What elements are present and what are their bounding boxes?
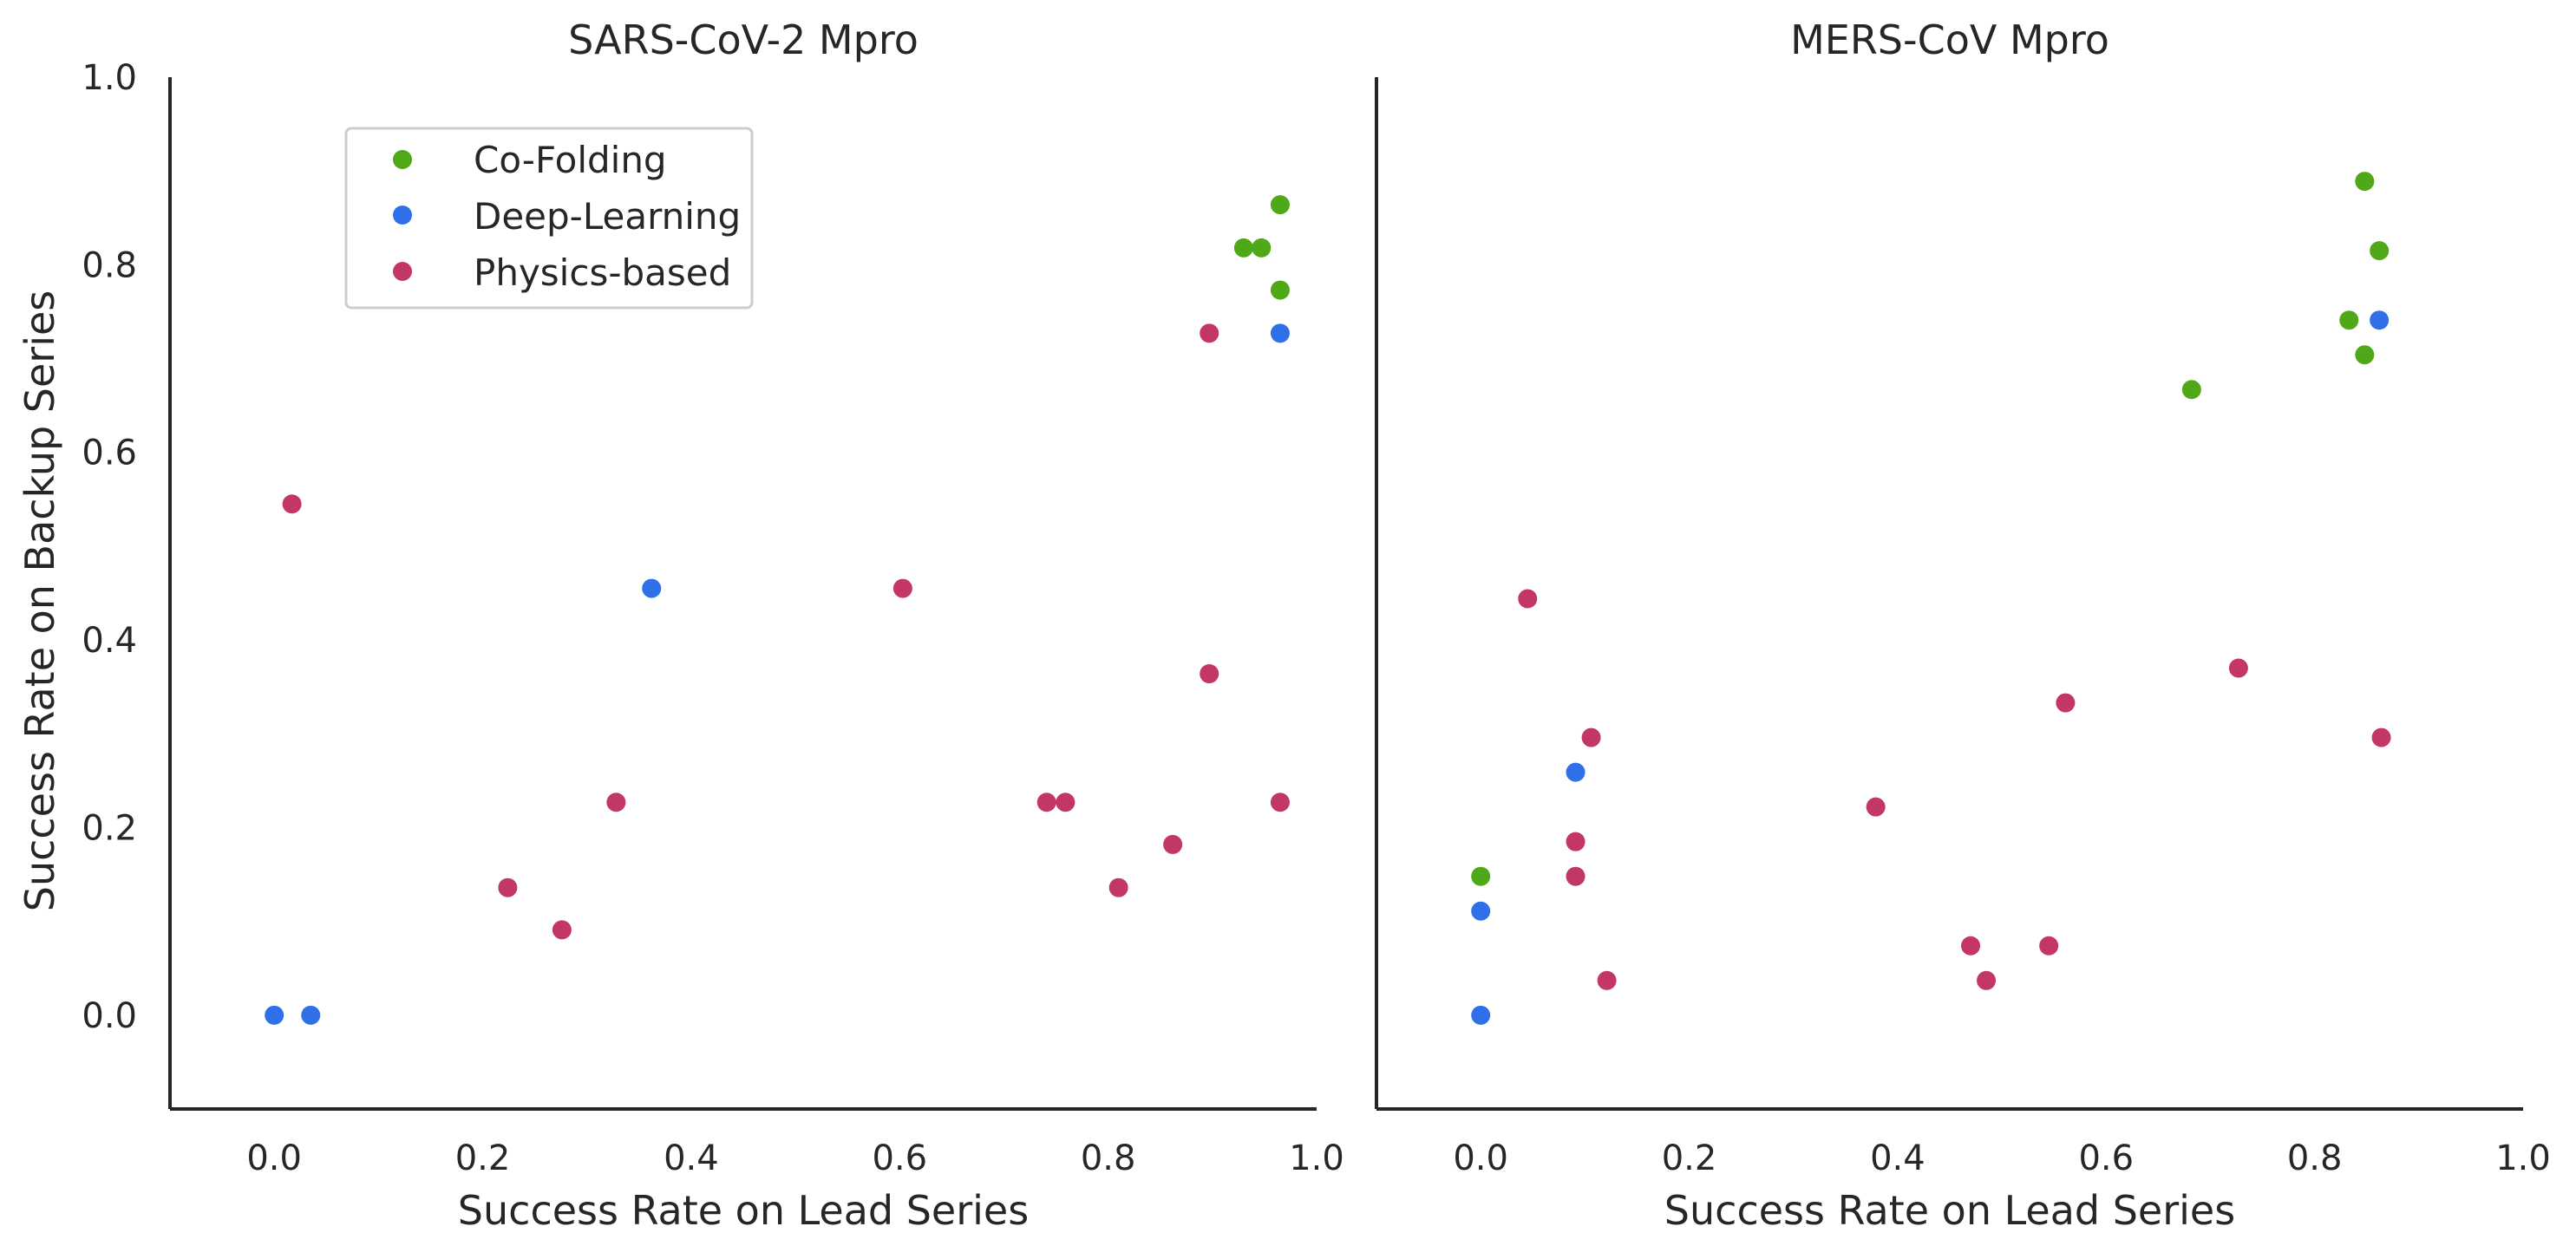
point-physics-based — [2228, 658, 2248, 678]
legend-box — [344, 127, 754, 310]
point-physics-based — [2056, 693, 2076, 713]
point-physics-based — [892, 578, 912, 598]
x-tick-label: 1.0 — [1289, 1138, 1344, 1178]
point-co-folding — [1233, 238, 1253, 258]
point-physics-based — [1961, 936, 1981, 956]
y-tick-label: 0.0 — [82, 996, 137, 1036]
point-physics-based — [1056, 793, 1076, 812]
y-tick-label: 0.6 — [82, 434, 137, 473]
point-deep-learning — [1566, 762, 1585, 782]
point-co-folding — [2355, 345, 2375, 365]
legend-label-deep-learning: Deep-Learning — [474, 195, 741, 238]
x-tick-label: 0.0 — [246, 1138, 302, 1178]
legend-marker-deep-learning — [393, 205, 412, 225]
y-tick-label: 0.4 — [82, 621, 137, 661]
point-physics-based — [1200, 664, 1219, 684]
y-tick-label: 0.2 — [82, 808, 137, 848]
x-axis-label-sars: Success Rate on Lead Series — [458, 1187, 1029, 1234]
y-tick-label: 0.8 — [82, 245, 137, 285]
point-physics-based — [1200, 323, 1219, 343]
panel-title-mers: MERS-CoV Mpro — [1790, 16, 2109, 63]
legend-label-physics-based: Physics-based — [474, 251, 731, 294]
x-tick-label: 0.8 — [1081, 1138, 1136, 1178]
point-physics-based — [282, 494, 302, 514]
point-deep-learning — [2370, 310, 2390, 330]
legend: Co-Folding Deep-Learning Physics-based — [344, 127, 754, 310]
point-physics-based — [1518, 589, 1538, 609]
point-co-folding — [2339, 310, 2359, 330]
point-co-folding — [2370, 241, 2390, 261]
point-co-folding — [1471, 866, 1491, 886]
tick-labels-sars: 0.0 0.2 0.4 0.6 0.8 1.0 0.0 0.2 0.4 0.6 0.8 1.0 — [82, 58, 1344, 1178]
point-physics-based — [1866, 797, 1886, 817]
point-physics-based — [1270, 793, 1290, 812]
tick-labels-mers: 0.0 0.2 0.4 0.6 0.8 1.0 — [1453, 1138, 2550, 1178]
x-tick-label: 1.0 — [2495, 1138, 2551, 1178]
point-co-folding — [2355, 172, 2375, 192]
point-physics-based — [1977, 970, 1997, 990]
point-physics-based — [1108, 877, 1128, 897]
point-physics-based — [2039, 936, 2059, 956]
x-tick-label: 0.6 — [2078, 1138, 2134, 1178]
point-physics-based — [1581, 727, 1601, 747]
point-co-folding — [1270, 195, 1290, 215]
x-tick-label: 0.0 — [1453, 1138, 1508, 1178]
point-physics-based — [498, 877, 518, 897]
point-physics-based — [1597, 970, 1617, 990]
point-physics-based — [2371, 727, 2391, 747]
point-co-folding — [2181, 380, 2201, 400]
x-axis-label-mers: Success Rate on Lead Series — [1664, 1187, 2235, 1234]
point-deep-learning — [1270, 323, 1290, 343]
panel-sars-cov-2: SARS-CoV-2 Mpro Success Rate on Backup S… — [16, 16, 1344, 1234]
x-tick-label: 0.4 — [1870, 1138, 1925, 1178]
y-tick-label: 1.0 — [82, 58, 137, 98]
point-deep-learning — [301, 1005, 321, 1025]
x-tick-label: 0.8 — [2287, 1138, 2343, 1178]
point-deep-learning — [265, 1005, 284, 1025]
point-physics-based — [1163, 834, 1183, 854]
point-physics-based — [552, 920, 572, 940]
legend-marker-co-folding — [393, 150, 412, 169]
legend-marker-physics-based — [393, 262, 412, 281]
point-deep-learning — [1471, 1005, 1491, 1025]
points-mers — [1471, 172, 2391, 1025]
point-physics-based — [1566, 866, 1585, 886]
point-co-folding — [1252, 238, 1272, 258]
x-tick-label: 0.2 — [455, 1138, 511, 1178]
point-deep-learning — [1471, 901, 1491, 921]
point-deep-learning — [642, 578, 662, 598]
panel-title-sars: SARS-CoV-2 Mpro — [568, 16, 919, 63]
y-axis-label: Success Rate on Backup Series — [16, 290, 63, 912]
point-physics-based — [1036, 793, 1056, 812]
x-tick-label: 0.6 — [872, 1138, 927, 1178]
legend-label-co-folding: Co-Folding — [474, 139, 667, 181]
points-sars — [265, 195, 1290, 1025]
x-tick-label: 0.4 — [664, 1138, 719, 1178]
point-physics-based — [606, 793, 626, 812]
point-co-folding — [1270, 280, 1290, 300]
panel-mers-cov: MERS-CoV Mpro Success Rate on Lead Serie… — [1375, 16, 2551, 1234]
point-physics-based — [1566, 832, 1585, 851]
x-tick-label: 0.2 — [1662, 1138, 1717, 1178]
